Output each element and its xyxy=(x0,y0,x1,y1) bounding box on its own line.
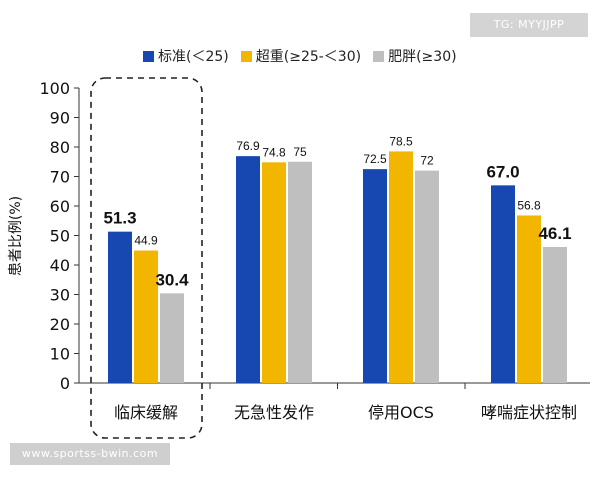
highlight-dashed-box xyxy=(90,77,203,439)
data-label: 72.5 xyxy=(363,152,387,166)
bar-3-0 xyxy=(491,185,515,383)
data-label: 74.8 xyxy=(262,145,286,159)
data-label: 78.5 xyxy=(389,134,413,148)
x-tick-label: 无急性发作 xyxy=(234,403,314,422)
watermark-tag-bottom: www.sportss-bwin.com xyxy=(10,443,170,465)
y-tick-label: 80 xyxy=(50,138,70,157)
data-label: 46.1 xyxy=(538,224,571,243)
bar-0-0 xyxy=(108,231,132,383)
legend-label: 超重(≥25-＜30) xyxy=(255,49,362,65)
legend-swatch xyxy=(143,50,154,62)
legend-swatch xyxy=(373,50,385,62)
bar-2-2 xyxy=(415,170,439,383)
bar-1-1 xyxy=(262,162,286,383)
y-tick-label: 10 xyxy=(50,345,70,364)
bar-0-2 xyxy=(160,293,184,383)
x-tick-label: 哮喘症状控制 xyxy=(481,403,577,422)
y-tick-label: 70 xyxy=(50,168,70,187)
y-tick-label: 0 xyxy=(60,374,70,393)
legend-item-2: 肥胖(≥30) xyxy=(373,46,457,66)
y-tick-label: 60 xyxy=(50,197,70,216)
data-label: 56.8 xyxy=(517,198,541,212)
y-tick-label: 30 xyxy=(50,286,70,305)
data-label: 72 xyxy=(420,154,434,168)
y-tick-label: 20 xyxy=(50,315,70,334)
y-tick-label: 40 xyxy=(50,256,70,275)
y-tick-label: 90 xyxy=(50,109,70,128)
bar-2-1 xyxy=(389,151,413,383)
y-tick-label: 100 xyxy=(39,79,70,98)
legend-item-0: 标准(＜25) xyxy=(143,46,229,66)
bar-0-1 xyxy=(134,250,158,383)
y-axis-title: 患者比例(%) xyxy=(8,196,24,276)
x-tick-label: 停用OCS xyxy=(368,403,434,422)
data-label: 67.0 xyxy=(486,162,519,181)
bar-2-0 xyxy=(363,169,387,383)
watermark-tag-top: TG: MYYJJPP xyxy=(470,13,588,37)
data-label: 76.9 xyxy=(236,139,260,153)
x-tick-label: 临床缓解 xyxy=(114,403,178,422)
bar-1-0 xyxy=(236,156,260,383)
bar-3-1 xyxy=(517,215,541,383)
y-tick-label: 50 xyxy=(50,227,70,246)
legend-swatch xyxy=(240,50,252,62)
data-label: 30.4 xyxy=(155,270,189,289)
data-label: 75 xyxy=(293,145,307,159)
data-label: 51.3 xyxy=(103,209,136,228)
chart-legend: 标准(＜25) 超重(≥25-＜30) 肥胖(≥30) xyxy=(143,46,469,66)
legend-item-1: 超重(≥25-＜30) xyxy=(240,46,362,66)
legend-label: 肥胖(≥30) xyxy=(388,49,457,65)
data-label: 44.9 xyxy=(134,234,158,248)
legend-label: 标准(＜25) xyxy=(158,49,229,65)
bar-1-2 xyxy=(288,161,312,383)
bar-3-2 xyxy=(543,247,567,383)
